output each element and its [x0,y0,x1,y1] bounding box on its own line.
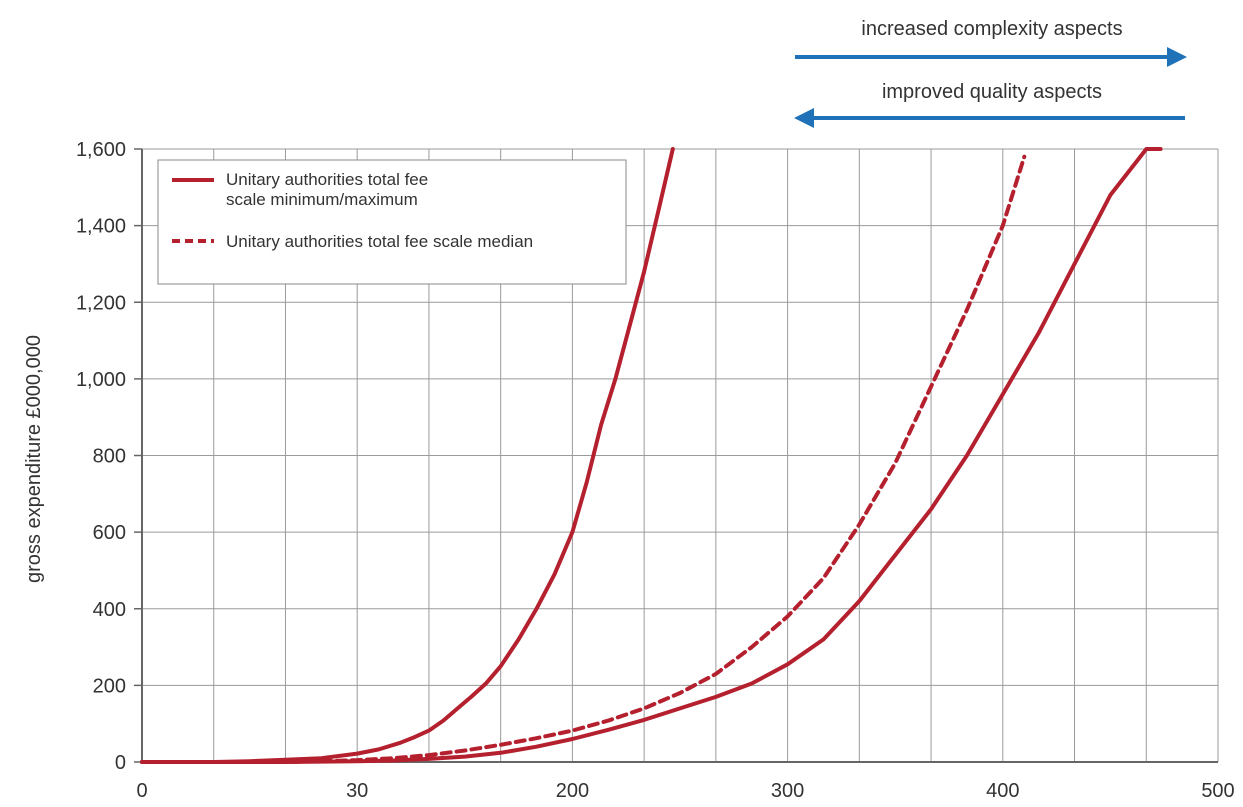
annotations: increased complexity aspects improved qu… [794,18,1187,128]
annotation-complexity: increased complexity aspects [861,18,1122,40]
annotation-quality: improved quality aspects [882,81,1102,103]
legend: Unitary authorities total fee scale mini… [157,159,627,285]
x-tick-label: 0 [136,780,147,802]
x-tick-label: 500 [1201,780,1234,802]
legend-label-solid-line2: scale minimum/maximum [226,190,418,209]
y-tick-label: 0 [115,752,126,774]
y-tick-label: 1,200 [76,292,126,314]
legend-label-dashed: Unitary authorities total fee scale medi… [226,232,533,251]
y-tick-label: 1,400 [76,216,126,238]
series-median-line [140,154,1027,764]
x-tick-label: 200 [556,780,589,802]
y-tick-label: 600 [93,522,126,544]
legend-label-solid-line1: Unitary authorities total fee [226,170,428,189]
x-tick-label: 300 [771,780,804,802]
y-tick-label: 1,000 [76,369,126,391]
x-tick-labels: 0 30 200 300 400 500 [136,780,1234,802]
y-tick-label: 200 [93,675,126,697]
x-tick-label: 30 [346,780,368,802]
y-axis-label: gross expenditure £000,000 [23,335,45,583]
y-tick-label: 800 [93,446,126,468]
x-tick-label: 400 [986,780,1019,802]
series-group [140,147,1163,764]
series-minmax-line-0 [140,147,675,764]
legend-box [157,159,627,285]
y-tick-labels: 0 200 400 600 800 1,000 1,200 1,400 1,600 [76,139,126,774]
y-tick-label: 1,600 [76,139,126,161]
y-tick-label: 400 [93,599,126,621]
